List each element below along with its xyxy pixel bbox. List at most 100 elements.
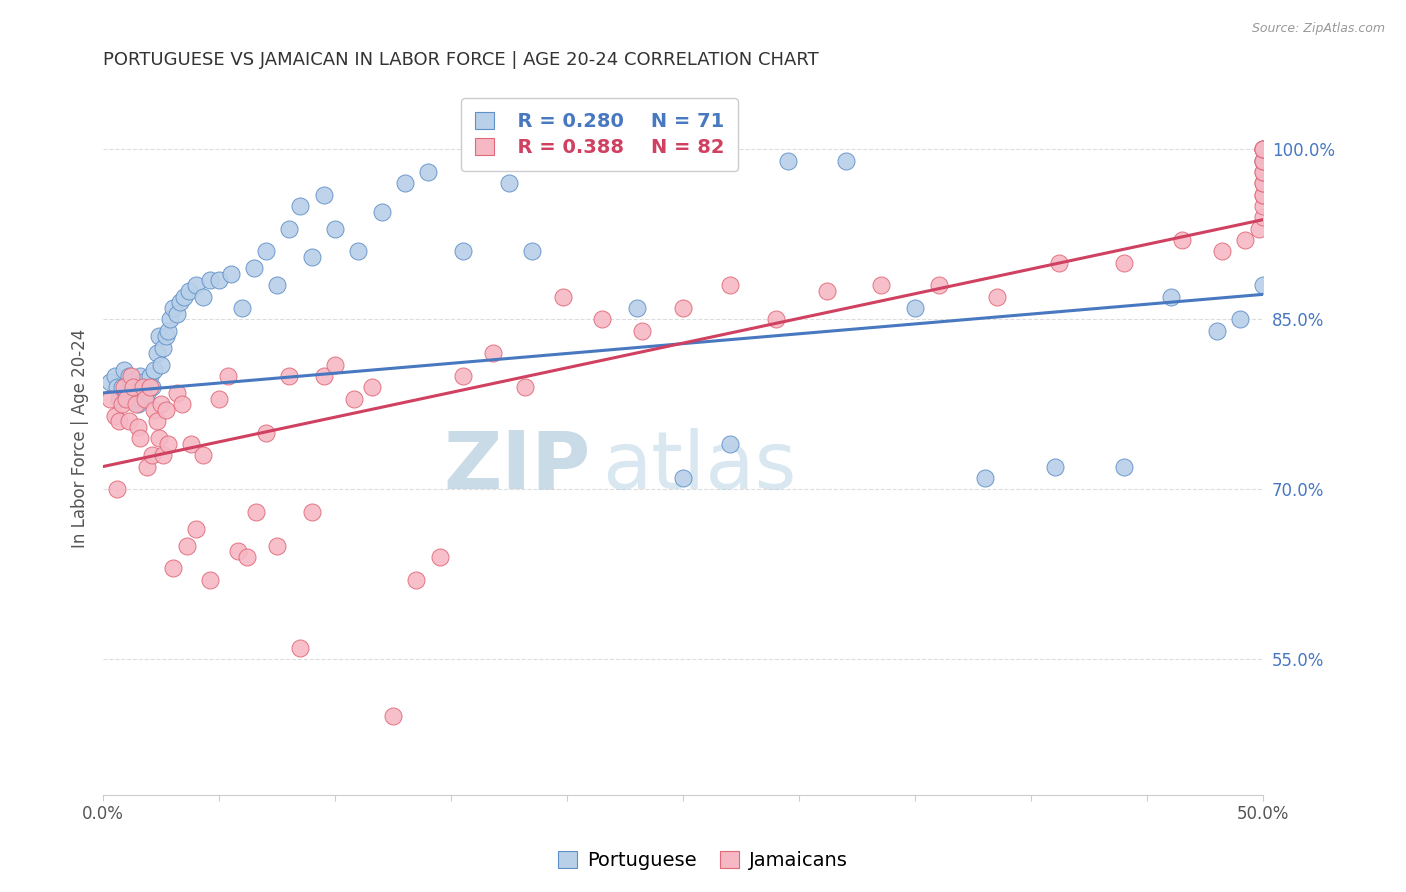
Point [277,368,299,383]
Point [129,368,152,383]
Point [776,153,799,168]
Point [138,380,160,394]
Point [1206,324,1229,338]
Point [245,505,267,519]
Point [177,284,200,298]
Point [98,392,121,406]
Point [143,403,166,417]
Point [1233,233,1256,247]
Point [166,385,188,400]
Point [1253,165,1275,179]
Point [451,244,474,259]
Point [347,244,370,259]
Point [1253,142,1275,156]
Point [127,420,149,434]
Point [551,290,574,304]
Point [136,459,159,474]
Text: Source: ZipAtlas.com: Source: ZipAtlas.com [1251,22,1385,36]
Point [323,221,346,235]
Point [115,392,138,406]
Point [150,358,173,372]
Point [184,278,207,293]
Point [1160,290,1182,304]
Point [254,244,277,259]
Point [104,368,127,383]
Point [1114,459,1136,474]
Point [157,324,180,338]
Point [1253,177,1275,191]
Point [155,403,177,417]
Point [591,153,613,168]
Point [98,375,121,389]
Point [498,177,520,191]
Point [124,380,146,394]
Point [141,448,163,462]
Point [1253,153,1275,168]
Point [176,539,198,553]
Point [108,414,131,428]
Point [672,301,695,315]
Point [191,290,214,304]
Point [129,392,152,406]
Point [1253,142,1275,156]
Point [105,380,128,394]
Point [173,290,195,304]
Point [134,380,156,394]
Text: ZIP: ZIP [443,428,591,506]
Point [217,368,239,383]
Text: atlas: atlas [602,428,796,506]
Point [301,250,323,264]
Point [134,392,156,406]
Point [1043,459,1066,474]
Point [718,437,741,451]
Point [835,153,858,168]
Point [986,290,1008,304]
Point [155,329,177,343]
Point [475,153,498,168]
Point [815,284,838,298]
Y-axis label: In Labor Force | Age 20-24: In Labor Force | Age 20-24 [72,328,89,548]
Point [1211,244,1233,259]
Point [382,708,405,723]
Point [191,448,214,462]
Point [1114,255,1136,269]
Legend:   R = 0.280    N = 71,   R = 0.388    N = 82: R = 0.280 N = 71, R = 0.388 N = 82 [461,98,738,171]
Point [145,346,167,360]
Point [1229,312,1251,326]
Point [323,358,346,372]
Point [152,341,174,355]
Point [131,380,153,394]
Point [974,471,997,485]
Point [157,437,180,451]
Point [104,409,127,423]
Point [159,312,181,326]
Point [166,307,188,321]
Point [127,397,149,411]
Point [145,414,167,428]
Text: PORTUGUESE VS JAMAICAN IN LABOR FORCE | AGE 20-24 CORRELATION CHART: PORTUGUESE VS JAMAICAN IN LABOR FORCE | … [103,51,818,69]
Point [1253,187,1275,202]
Point [162,561,184,575]
Point [266,539,288,553]
Point [301,505,323,519]
Point [266,278,288,293]
Point [122,380,145,394]
Point [928,278,950,293]
Point [1247,221,1270,235]
Point [184,522,207,536]
Point [136,385,159,400]
Point [482,346,505,360]
Point [555,153,578,168]
Point [180,437,202,451]
Legend: Portuguese, Jamaicans: Portuguese, Jamaicans [550,843,856,878]
Point [522,244,544,259]
Point [370,204,392,219]
Point [118,368,141,383]
Point [672,471,695,485]
Point [138,368,160,383]
Point [131,375,153,389]
Point [112,380,135,394]
Point [150,397,173,411]
Point [208,392,231,406]
Point [111,397,134,411]
